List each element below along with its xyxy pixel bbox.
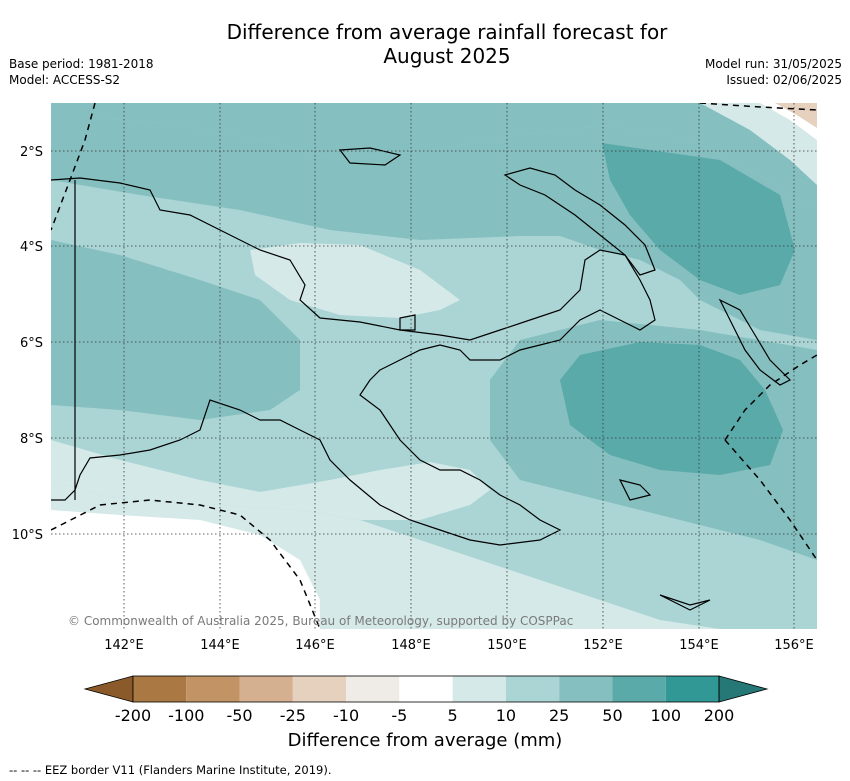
colorbar-tick-label: -10 — [333, 706, 359, 725]
eez-south — [51, 499, 321, 629]
lon-label: 142°E — [104, 638, 144, 653]
colorbar-outline — [132, 675, 720, 703]
colorbar-label: Difference from average (mm) — [287, 730, 563, 751]
colorbar-segment — [186, 676, 240, 702]
band-25-50-west — [51, 240, 300, 420]
colorbar-segment — [452, 676, 506, 702]
eez-footnote: -- -- -- EEZ border V11 (Flanders Marine… — [9, 763, 332, 777]
colorbar: -200 -100 -50 -25 -10 -5 5 10 25 50 100 200 — [83, 675, 769, 725]
colorbar-tick-label: -25 — [280, 706, 306, 725]
lon-label: 156°E — [774, 638, 814, 653]
band-5-10-ne — [700, 103, 817, 185]
chart-title: Difference from average rainfall forecas… — [0, 20, 850, 68]
colorbar-tick-label: 5 — [448, 706, 458, 725]
new-guinea-coast — [51, 177, 656, 546]
colorbar-segment — [292, 676, 347, 702]
lon-labels: 142°E 144°E 146°E 148°E 150°E 152°E 154°… — [104, 638, 814, 653]
colorbar-tick-label: -200 — [115, 706, 151, 725]
band-neg-ne — [775, 103, 817, 128]
lon-label: 144°E — [200, 638, 240, 653]
title-line-2: August 2025 — [383, 44, 511, 68]
anomaly-fill — [51, 103, 817, 629]
colorbar-segment — [399, 676, 453, 702]
model-run: Model run: 31/05/2025 — [704, 57, 842, 71]
colorbar-segment — [239, 676, 293, 702]
eez-ne — [699, 103, 817, 111]
eez-east — [724, 354, 817, 441]
island-4 — [399, 314, 416, 331]
colorbar-segment — [133, 676, 187, 702]
colorbar-tick-label: -100 — [168, 706, 204, 725]
lon-label: 152°E — [583, 638, 623, 653]
base-period: Base period: 1981-2018 — [9, 57, 154, 71]
colorbar-segment — [559, 676, 613, 702]
colorbar-tick-label: -50 — [226, 706, 252, 725]
colorbar-tick-label: 100 — [650, 706, 681, 725]
colorbar-tick-label: 10 — [496, 706, 516, 725]
meta-left: Base period: 1981-2018 Model: ACCESS-S2 — [9, 56, 154, 88]
band-5-10-north — [250, 243, 460, 318]
lon-label: 148°E — [391, 638, 431, 653]
colorbar-segment — [665, 676, 719, 702]
colorbar-extend-high — [718, 675, 769, 703]
lat-label: 6°S — [20, 336, 43, 351]
colorbar-segment — [612, 676, 666, 702]
colorbar-tick-label: 25 — [549, 706, 569, 725]
colorbar-segment — [505, 676, 560, 702]
band-25-50-north — [51, 103, 817, 210]
bougainville — [718, 298, 792, 386]
eez-borders — [51, 103, 817, 629]
copyright-text: © Commonwealth of Australia 2025, Bureau… — [68, 614, 574, 628]
coastlines — [51, 147, 792, 611]
lat-labels: 2°S 4°S 6°S 8°S 10°S — [12, 145, 43, 543]
colorbar-extend-low — [83, 675, 134, 703]
band-5-10-south — [51, 440, 490, 520]
island-1 — [338, 147, 402, 166]
meta-right: Model run: 31/05/2025 Issued: 02/06/2025 — [705, 56, 842, 88]
issued-date: Issued: 02/06/2025 — [726, 73, 842, 87]
lat-label: 8°S — [20, 432, 43, 447]
lon-label: 146°E — [295, 638, 335, 653]
colorbar-tick-label: 50 — [602, 706, 622, 725]
band-50-100-ne — [602, 143, 795, 295]
colorbar-tick-label: 200 — [704, 706, 735, 725]
eez-west — [51, 103, 96, 231]
island-2 — [618, 479, 652, 501]
lon-label: 154°E — [679, 638, 719, 653]
eez-se — [724, 439, 817, 561]
title-line-1: Difference from average rainfall forecas… — [226, 20, 668, 44]
lat-label: 2°S — [20, 145, 43, 160]
colorbar-tick-label: -5 — [391, 706, 407, 725]
band-neutral-sw — [51, 510, 320, 629]
new-ireland — [503, 167, 656, 276]
model-name: Model: ACCESS-S2 — [9, 73, 121, 87]
lat-label: 4°S — [20, 240, 43, 255]
lat-label: 10°S — [12, 528, 43, 543]
colorbar-segment — [346, 676, 400, 702]
island-3 — [659, 594, 711, 611]
lon-label: 150°E — [487, 638, 527, 653]
